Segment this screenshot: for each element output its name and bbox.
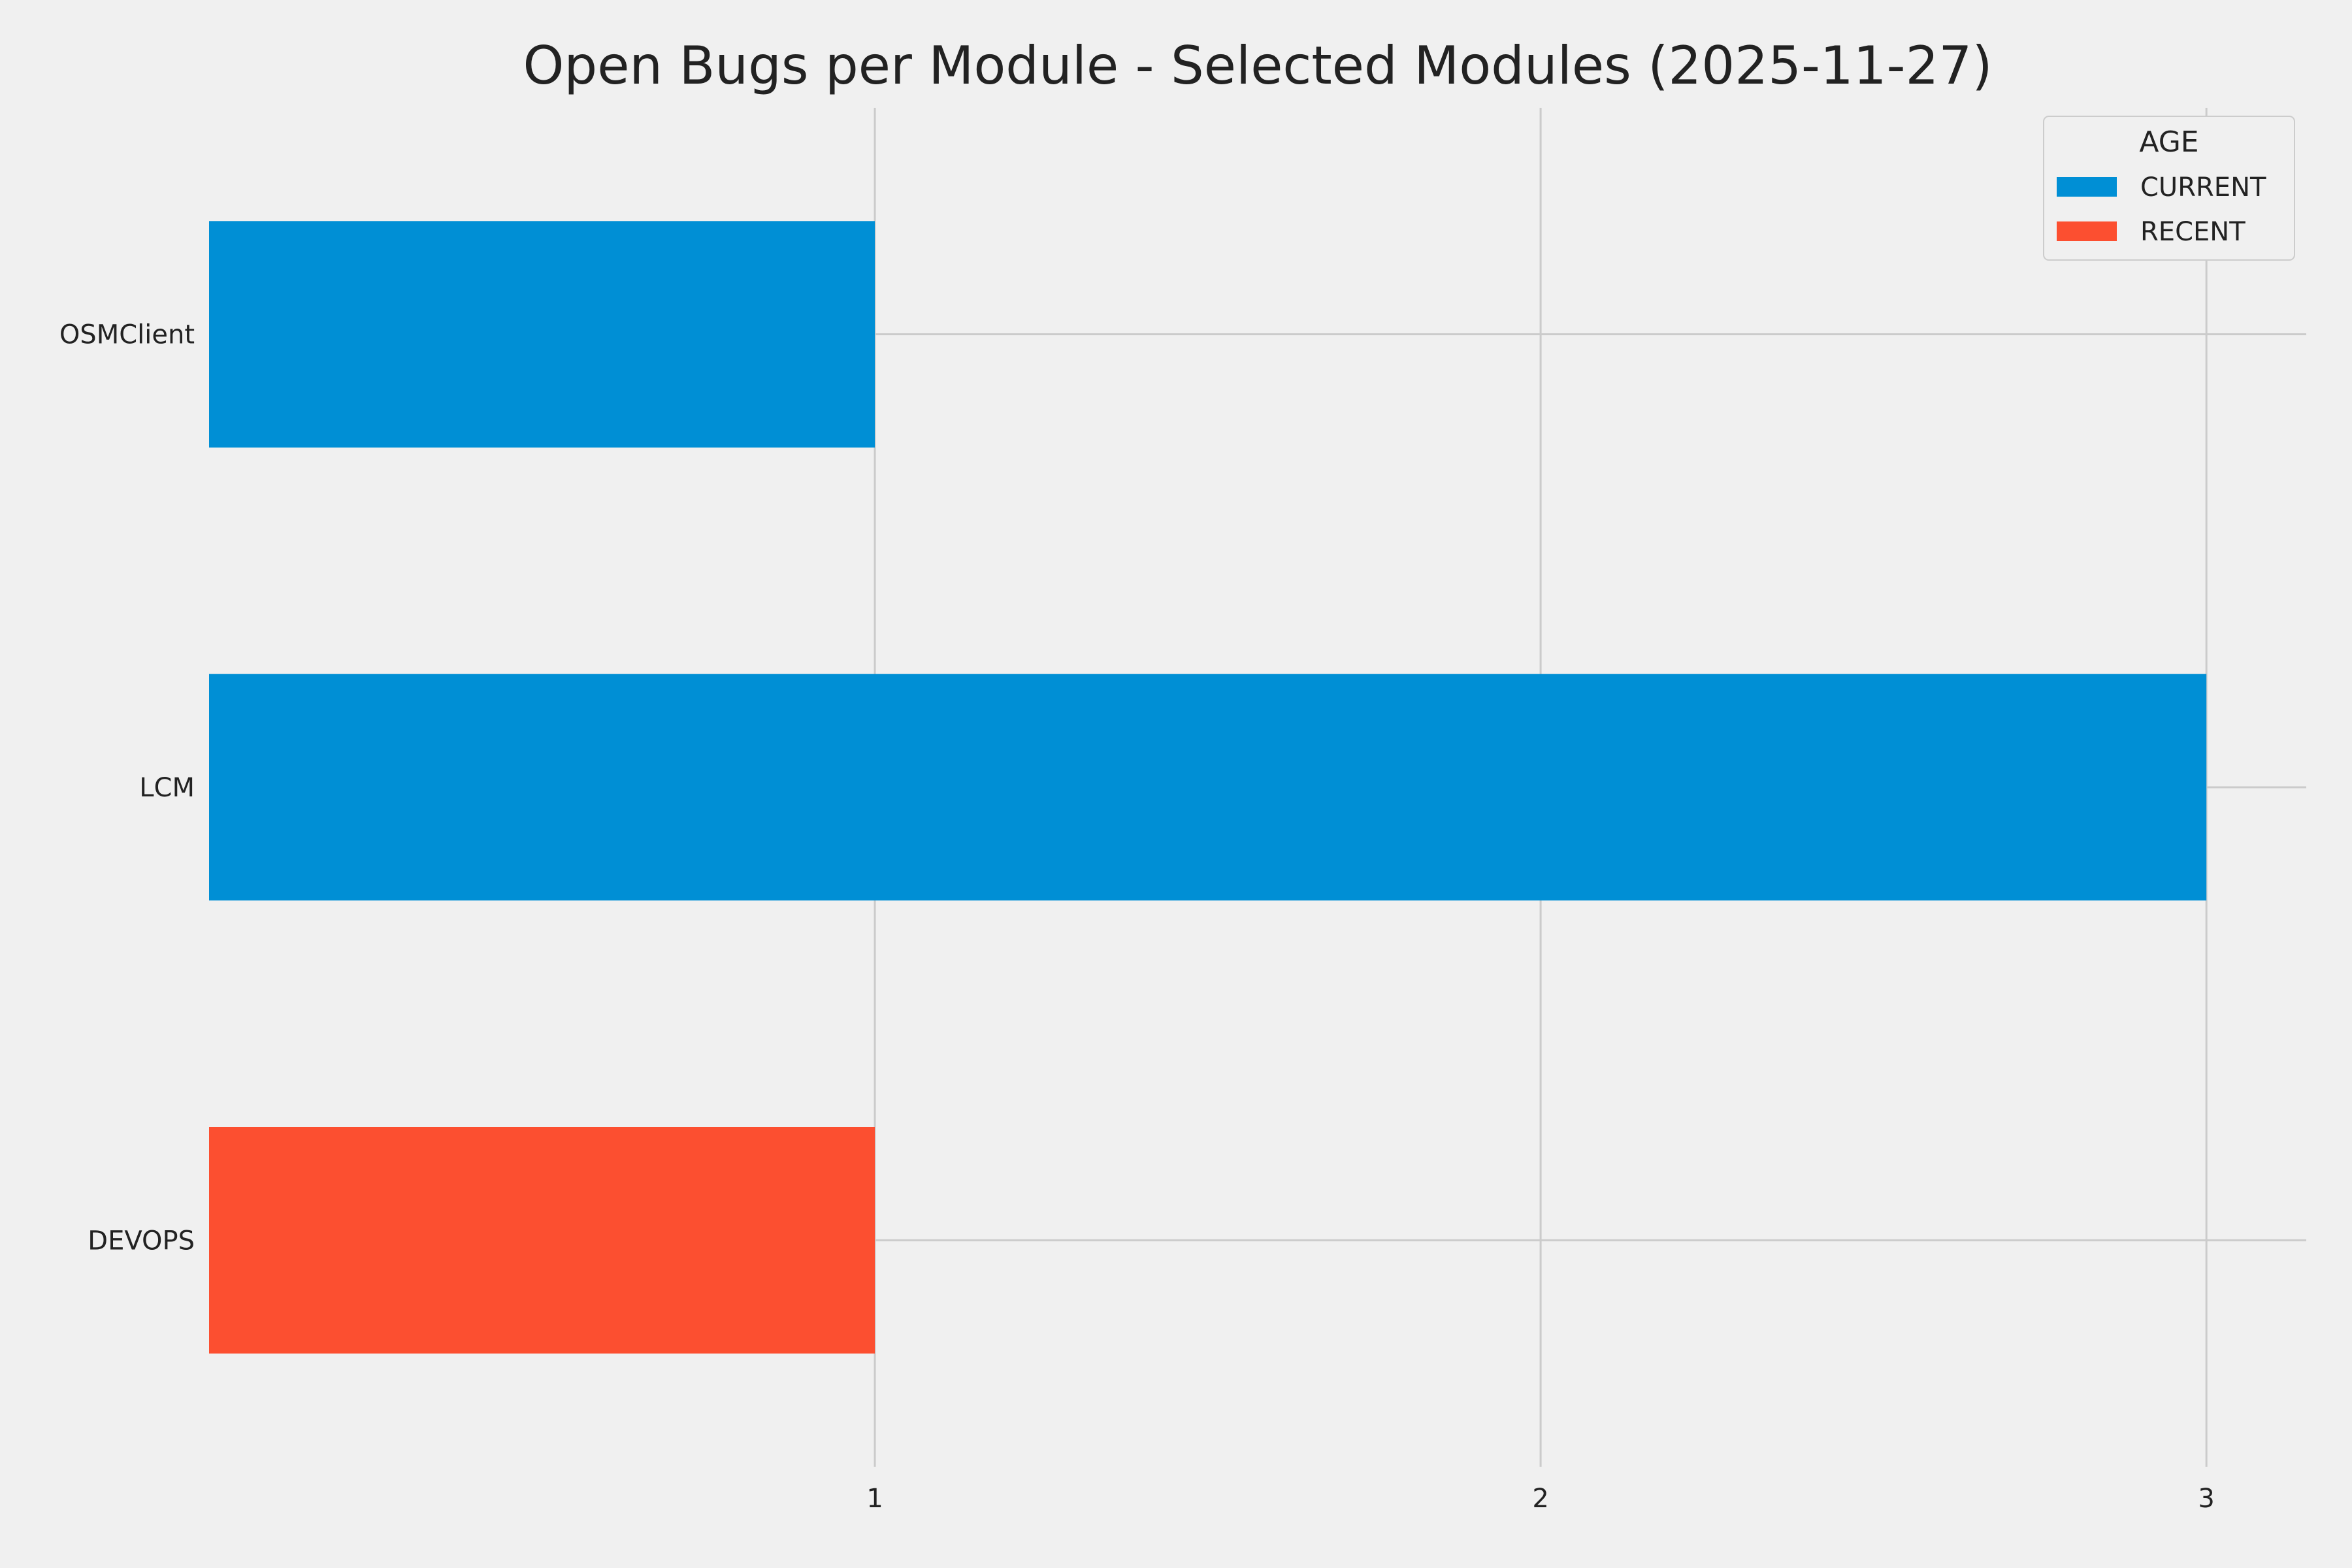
y-tick-label: LCM [139, 773, 195, 803]
legend-swatch-recent [2057, 221, 2117, 241]
y-tick-label: OSMClient [59, 320, 195, 350]
y-tick-label: DEVOPS [88, 1226, 195, 1256]
legend: AGE CURRENT RECENT [2043, 116, 2295, 261]
bars-layer [209, 221, 2207, 1354]
bar-lcm [209, 674, 2207, 901]
x-tick-label: 1 [866, 1484, 883, 1514]
legend-label-recent: RECENT [2140, 217, 2246, 247]
legend-swatch-current [2057, 177, 2117, 197]
legend-label-current: CURRENT [2140, 172, 2266, 203]
legend-items: CURRENT RECENT [2057, 172, 2266, 247]
x-tick-label: 3 [2198, 1484, 2214, 1514]
x-tick-labels: 1 2 3 [866, 1484, 2215, 1514]
x-tick-label: 2 [1532, 1484, 1548, 1514]
bar-osmclient [209, 221, 875, 448]
bar-devops [209, 1127, 875, 1354]
legend-title: AGE [2139, 125, 2198, 159]
chart-title: Open Bugs per Module - Selected Modules … [523, 35, 1992, 96]
y-tick-labels: OSMClient LCM DEVOPS [59, 320, 195, 1256]
